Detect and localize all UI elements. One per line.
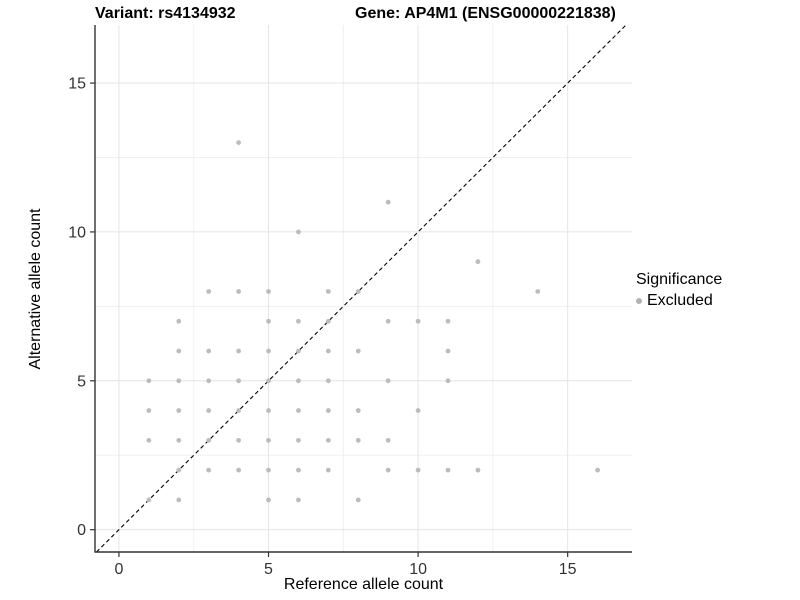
identity-line xyxy=(96,24,627,553)
data-point xyxy=(266,437,271,443)
data-point xyxy=(355,437,361,443)
data-point xyxy=(325,289,331,294)
y-tick-label: 0 xyxy=(77,522,86,539)
x-axis-title: Reference allele count xyxy=(283,576,444,593)
data-point xyxy=(266,348,271,354)
data-point xyxy=(595,467,600,473)
x-tick-label: 15 xyxy=(559,561,577,578)
data-point xyxy=(146,437,152,443)
data-point xyxy=(236,408,241,413)
variant-title: Variant: rs4134932 xyxy=(95,5,236,22)
data-point xyxy=(296,408,301,413)
data-point xyxy=(445,378,451,384)
data-point xyxy=(296,378,301,384)
data-point xyxy=(296,437,301,443)
data-point xyxy=(236,348,241,354)
data-point xyxy=(415,408,421,413)
data-point xyxy=(355,497,361,503)
data-point xyxy=(355,348,361,354)
data-point xyxy=(535,289,541,294)
data-point xyxy=(176,437,182,443)
legend-item-label: Excluded xyxy=(647,292,713,309)
data-point xyxy=(325,467,331,473)
y-tick-label: 10 xyxy=(68,224,86,241)
data-point xyxy=(176,467,182,473)
data-point xyxy=(266,318,271,324)
legend-title: Significance xyxy=(636,271,723,288)
data-point xyxy=(325,318,331,324)
gene-title: Gene: AP4M1 (ENSG00000221838) xyxy=(355,5,616,22)
data-point xyxy=(236,140,241,146)
data-point xyxy=(266,467,271,473)
legend-item-excluded: Excluded xyxy=(636,292,722,310)
data-point xyxy=(146,408,152,413)
data-point xyxy=(266,408,271,413)
data-point xyxy=(325,378,331,384)
data-point xyxy=(176,348,182,354)
data-point xyxy=(475,259,481,265)
data-point xyxy=(146,378,152,384)
data-point xyxy=(176,408,182,413)
data-point xyxy=(355,408,361,413)
data-point xyxy=(445,318,451,324)
data-point xyxy=(236,467,241,473)
data-point xyxy=(266,289,271,294)
data-point xyxy=(206,378,212,384)
y-tick-label: 15 xyxy=(68,76,86,93)
data-point xyxy=(385,318,391,324)
x-tick-label: 10 xyxy=(409,561,427,578)
data-point xyxy=(325,348,331,354)
data-point xyxy=(206,289,212,294)
data-point xyxy=(385,467,391,473)
data-point xyxy=(176,378,182,384)
x-tick-label: 0 xyxy=(114,561,123,578)
data-point xyxy=(415,318,421,324)
data-point xyxy=(296,348,301,354)
data-point xyxy=(296,318,301,324)
data-point xyxy=(146,497,152,503)
data-point xyxy=(266,378,271,384)
data-point xyxy=(176,318,182,324)
data-point xyxy=(296,467,301,473)
data-point xyxy=(385,199,391,205)
data-point xyxy=(296,229,301,235)
data-point xyxy=(236,289,241,294)
data-point xyxy=(355,289,361,294)
data-point xyxy=(236,378,241,384)
data-point xyxy=(296,497,301,503)
data-point xyxy=(206,467,212,473)
data-point xyxy=(206,348,212,354)
data-point xyxy=(475,467,481,473)
data-point xyxy=(266,497,271,503)
data-point xyxy=(445,348,451,354)
data-point xyxy=(325,408,331,413)
data-point xyxy=(325,437,331,443)
excluded-point-icon xyxy=(636,298,642,304)
data-point xyxy=(206,437,212,443)
x-tick-label: 5 xyxy=(264,561,273,578)
data-point xyxy=(445,467,451,473)
data-point xyxy=(206,408,212,413)
data-point xyxy=(385,378,391,384)
data-point xyxy=(176,497,182,503)
legend: Significance Excluded xyxy=(636,271,722,310)
data-point xyxy=(385,437,391,443)
y-tick-label: 5 xyxy=(77,373,86,390)
y-axis-title: Alternative allele count xyxy=(27,208,44,370)
data-point xyxy=(236,437,241,443)
data-point xyxy=(415,467,421,473)
